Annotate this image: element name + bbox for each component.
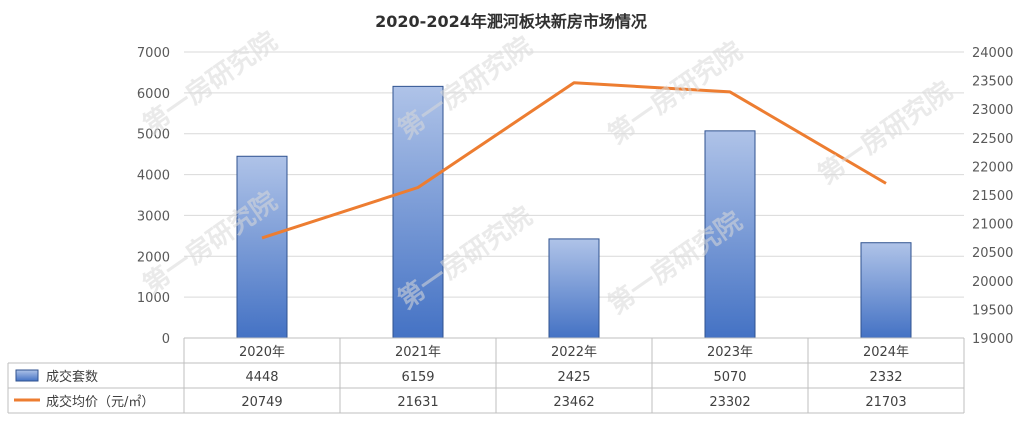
data-label: 2332 [869,370,902,385]
left-tick-label: 7000 [137,46,170,61]
data-label: 21703 [865,395,906,410]
watermark-text: 第一房研究院 [137,26,283,141]
bar [236,155,288,339]
data-label: 23302 [709,395,750,410]
legend-label: 成交均价（元/㎡） [46,394,154,410]
right-tick-label: 20500 [972,246,1013,261]
category-label: 2020年 [239,345,285,360]
data-label: 2425 [557,370,590,385]
right-tick-label: 23500 [972,75,1013,90]
right-tick-label: 21000 [972,218,1013,233]
left-tick-label: 3000 [137,209,170,224]
left-tick-label: 4000 [137,169,170,184]
bar [860,242,912,339]
data-label: 20749 [241,395,282,410]
bar-series [236,85,912,339]
left-tick-label: 5000 [137,128,170,143]
data-label: 4448 [245,370,278,385]
bar [392,85,444,339]
category-label: 2021年 [395,345,441,360]
right-tick-label: 22000 [972,160,1013,175]
left-tick-label: 1000 [137,291,170,306]
left-tick-label: 6000 [137,87,170,102]
left-tick-label: 0 [162,332,170,347]
bar [704,130,756,339]
data-label: 23462 [553,395,594,410]
data-label: 21631 [397,395,438,410]
right-tick-label: 20000 [972,275,1013,290]
right-tick-label: 21500 [972,189,1013,204]
right-axis-ticks: 19000 19500 20000 20500 21000 21500 22000 22500… [972,46,1013,347]
right-tick-label: 19000 [972,332,1013,347]
line-series [261,81,887,240]
legend-key-bar [15,369,39,382]
left-axis-ticks: 0 1000 2000 3000 4000 5000 6000 7000 [137,46,170,347]
category-label: 2023年 [707,345,753,360]
bar [548,238,600,339]
right-tick-label: 23000 [972,103,1013,118]
right-tick-label: 24000 [972,46,1013,61]
left-tick-label: 2000 [137,250,170,265]
right-tick-label: 19500 [972,303,1013,318]
right-tick-label: 22500 [972,132,1013,147]
legend-label: 成交套数 [46,369,98,385]
category-label: 2022年 [551,345,597,360]
data-label: 5070 [713,370,746,385]
series-line [261,81,887,240]
data-label: 6159 [401,370,434,385]
chart-title: 2020-2024年淝河板块新房市场情况 [375,12,647,31]
category-label: 2024年 [863,345,909,360]
